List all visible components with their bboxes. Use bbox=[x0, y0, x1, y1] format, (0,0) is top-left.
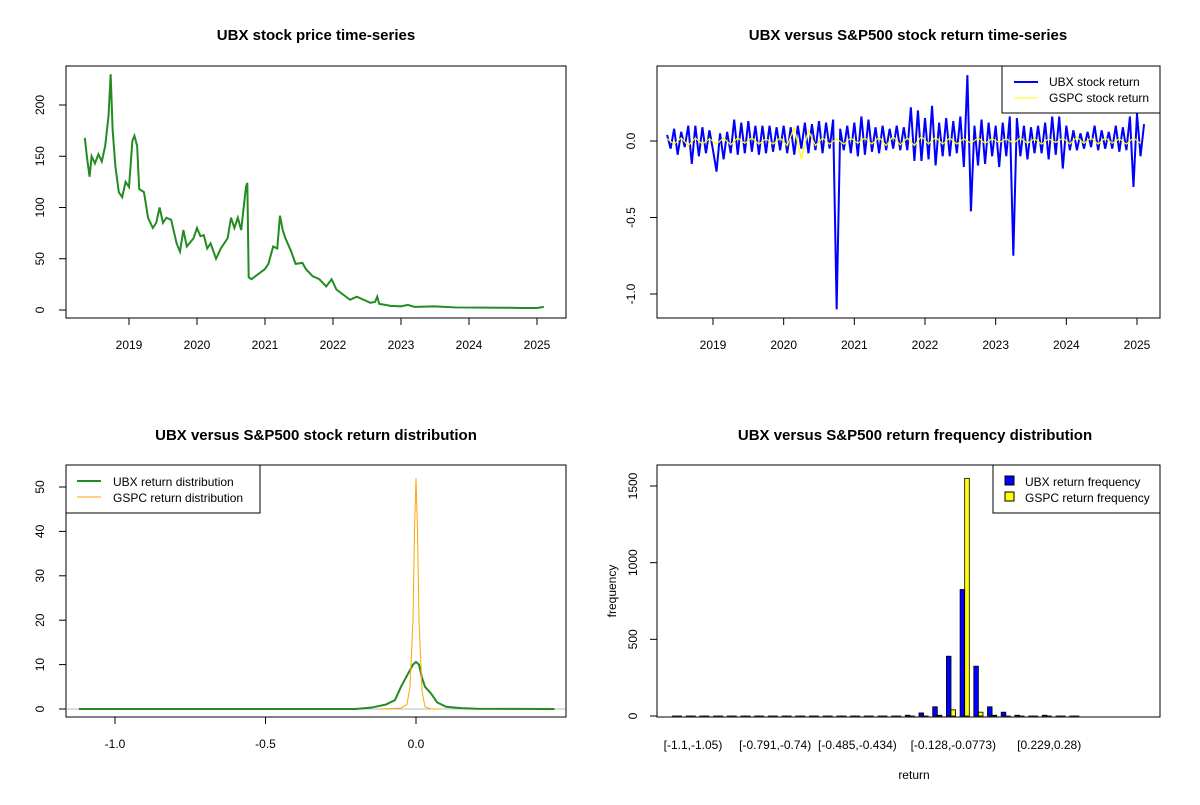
x-tick-label: 0.0 bbox=[408, 737, 425, 751]
y-axis-label: frequency bbox=[605, 565, 619, 618]
chart-title: UBX versus S&P500 return frequency distr… bbox=[738, 427, 1092, 444]
y-tick-label: -0.5 bbox=[624, 207, 638, 228]
x-tick-label: 2020 bbox=[184, 338, 211, 352]
y-tick-label: 0 bbox=[626, 712, 640, 719]
legend-swatch-ubx bbox=[1005, 476, 1014, 485]
x-tick-label: 2021 bbox=[841, 338, 868, 352]
chart-title: UBX stock price time-series bbox=[217, 27, 415, 44]
y-tick-label: 30 bbox=[33, 569, 47, 583]
gspc-frequency-bar bbox=[992, 715, 997, 716]
ubx-frequency-bar bbox=[905, 715, 910, 716]
chart-title: UBX versus S&P500 stock return distribut… bbox=[155, 427, 477, 444]
x-tick-label: -0.5 bbox=[255, 737, 276, 751]
ubx-frequency-bar bbox=[946, 656, 951, 716]
ubx-frequency-bar bbox=[1042, 715, 1047, 716]
y-tick-label: 1000 bbox=[626, 549, 640, 576]
x-axis-label: return bbox=[898, 768, 929, 782]
gspc-frequency-bar bbox=[965, 478, 970, 716]
price-line bbox=[85, 74, 544, 308]
y-tick-label: 150 bbox=[33, 146, 47, 166]
legend-swatch-gspc bbox=[1005, 492, 1014, 501]
x-tick-label: 2024 bbox=[456, 338, 483, 352]
x-tick-label: 2021 bbox=[252, 338, 279, 352]
ubx-frequency-bar bbox=[1015, 715, 1020, 716]
y-tick-label: 40 bbox=[33, 524, 47, 538]
panel-returns: UBX versus S&P500 stock return time-seri… bbox=[624, 27, 1160, 352]
x-tick-label: 2019 bbox=[116, 338, 143, 352]
x-tick-label: [-0.485,-0.434) bbox=[818, 738, 897, 752]
ubx-frequency-bar bbox=[988, 707, 993, 716]
plot-area: 2019 2020 2021 2022 2023 2024 2025 -1.0 -0.5 0.0 bbox=[624, 75, 1151, 352]
y-tick-label: -1.0 bbox=[624, 283, 638, 304]
x-tick-label: 2024 bbox=[1053, 338, 1080, 352]
panel-price: UBX stock price time-series 2019 2020 2021… bbox=[33, 27, 566, 352]
x-tick-label: -1.0 bbox=[105, 737, 126, 751]
x-tick-label: 2023 bbox=[388, 338, 415, 352]
legend: UBX return distribution GSPC return dist… bbox=[66, 465, 260, 513]
ubx-density-line bbox=[79, 662, 555, 709]
ubx-frequency-bar bbox=[919, 713, 924, 716]
y-tick-label: 10 bbox=[33, 658, 47, 672]
legend-label-ubx: UBX return frequency bbox=[1025, 475, 1140, 489]
y-tick-label: 50 bbox=[33, 480, 47, 494]
x-tick-label: 2020 bbox=[770, 338, 797, 352]
gspc-density-line bbox=[380, 478, 440, 709]
x-tick-label: [-1.1,-1.05) bbox=[664, 738, 723, 752]
gspc-frequency-bar bbox=[951, 710, 956, 716]
y-tick-label: 100 bbox=[33, 197, 47, 217]
y-tick-label: 0 bbox=[33, 306, 47, 313]
x-tick-label: 2022 bbox=[912, 338, 939, 352]
y-tick-label: 50 bbox=[33, 252, 47, 266]
legend-label-gspc: GSPC stock return bbox=[1049, 91, 1149, 105]
ubx-frequency-bar bbox=[933, 707, 938, 716]
x-tick-label: [-0.791,-0.74) bbox=[739, 738, 811, 752]
panel-density: UBX versus S&P500 stock return distribut… bbox=[33, 427, 566, 751]
x-tick-label: 2019 bbox=[700, 338, 727, 352]
y-tick-label: 0 bbox=[33, 705, 47, 712]
x-tick-label: [0.229,0.28) bbox=[1017, 738, 1081, 752]
x-tick-label: 2022 bbox=[320, 338, 347, 352]
legend-label-ubx: UBX return distribution bbox=[113, 475, 234, 489]
ubx-frequency-bar bbox=[974, 666, 979, 716]
chart-title: UBX versus S&P500 stock return time-seri… bbox=[749, 27, 1067, 44]
legend: UBX stock return GSPC stock return bbox=[1002, 66, 1160, 113]
ubx-frequency-bar bbox=[1001, 712, 1006, 716]
plot-area: 0 500 1000 1500 [-1.1,-1.05) [-0.791,-0.74) [-… bbox=[626, 472, 1081, 752]
legend: UBX return frequency GSPC return frequen… bbox=[993, 465, 1160, 513]
plot-area: 2019 2020 2021 2022 2023 2024 2025 0 50 100 150 200 bbox=[33, 74, 551, 352]
x-tick-label: [-0.128,-0.0773) bbox=[911, 738, 996, 752]
y-tick-label: 20 bbox=[33, 613, 47, 627]
gspc-frequency-bar bbox=[978, 712, 983, 716]
plot-box bbox=[66, 66, 566, 318]
legend-label-gspc: GSPC return distribution bbox=[113, 491, 243, 505]
y-tick-label: 0.0 bbox=[624, 132, 638, 149]
y-tick-label: 500 bbox=[626, 629, 640, 649]
ubx-frequency-bar bbox=[960, 590, 965, 717]
x-tick-label: 2025 bbox=[524, 338, 551, 352]
plot-area: -1.0 -0.5 0.0 0 10 20 30 40 50 bbox=[33, 478, 565, 751]
x-tick-label: 2025 bbox=[1124, 338, 1151, 352]
panel-histogram: UBX versus S&P500 return frequency distr… bbox=[605, 427, 1160, 782]
y-tick-label: 200 bbox=[33, 95, 47, 115]
gspc-frequency-bar bbox=[937, 715, 942, 716]
legend-label-gspc: GSPC return frequency bbox=[1025, 491, 1150, 505]
y-tick-label: 1500 bbox=[626, 472, 640, 499]
x-tick-label: 2023 bbox=[982, 338, 1009, 352]
legend-label-ubx: UBX stock return bbox=[1049, 75, 1140, 89]
